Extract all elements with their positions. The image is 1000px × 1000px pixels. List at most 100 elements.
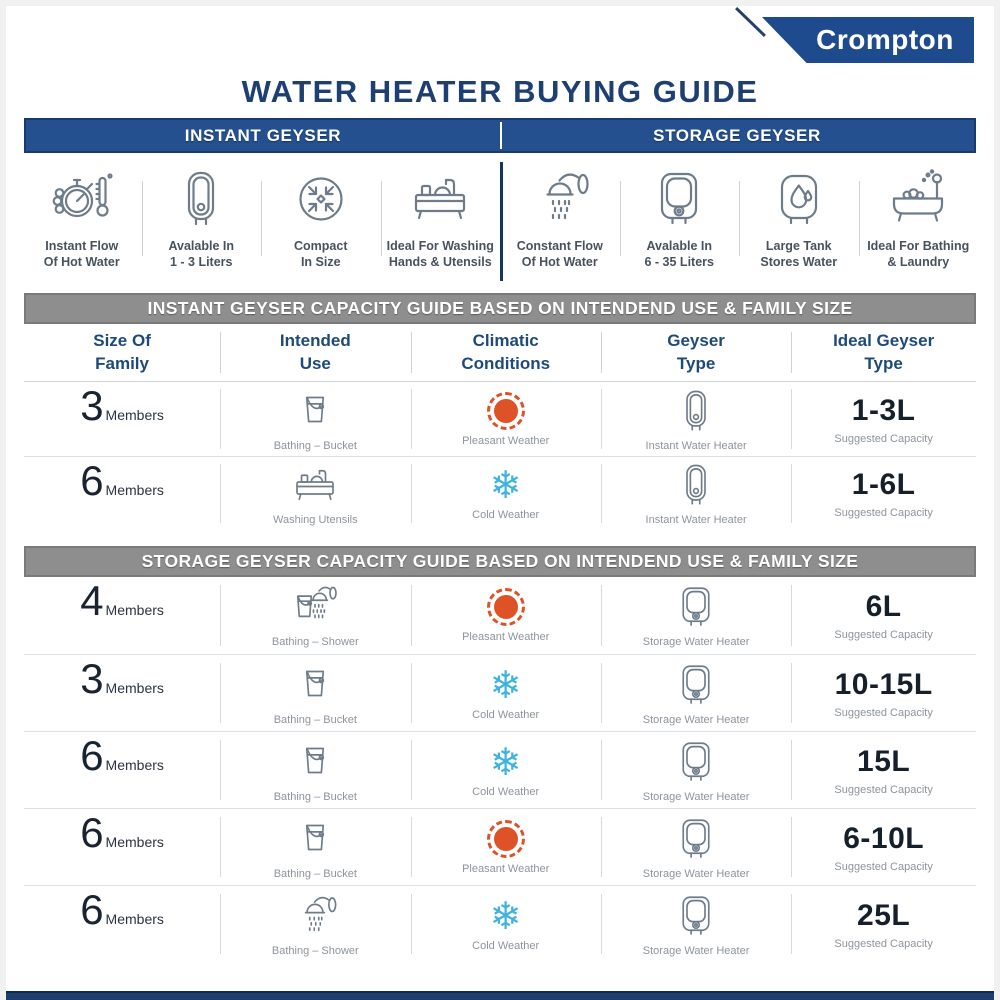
feature-large-tank: Large Tank Stores Water (739, 167, 859, 281)
family-size-cell: 6 Members (80, 732, 164, 779)
feature-washing: Ideal For Washing Hands & Utensils (380, 167, 501, 281)
page-title: WATER HEATER BUYING GUIDE (241, 74, 759, 109)
feature-instant-flow: Instant Flow Of Hot Water (22, 167, 142, 281)
bathtub-icon (883, 167, 953, 231)
instant-heater-icon (671, 461, 721, 509)
storage-table-banner: STORAGE GEYSER CAPACITY GUIDE BASED ON I… (24, 546, 976, 577)
feature-caption: Compact In Size (294, 239, 348, 270)
instant-heater-icon (671, 387, 721, 435)
storage-heater-icon (671, 583, 721, 631)
climate-cell: Cold Weather (410, 457, 601, 530)
geyser-type-cell: Storage Water Heater (600, 732, 791, 808)
climate-cell: Cold Weather (410, 732, 601, 808)
instant-table-banner: INSTANT GEYSER CAPACITY GUIDE BASED ON I… (24, 293, 976, 324)
shower-head-icon (290, 892, 340, 940)
bucket-icon (290, 738, 340, 786)
storage-heater-icon (671, 661, 721, 709)
capacity-cell: 6-10L Suggested Capacity (791, 809, 976, 885)
feature-caption: Avalable In 1 - 3 Liters (168, 239, 235, 270)
feature-caption: Ideal For Bathing & Laundry (867, 239, 970, 270)
shower-head-icon (525, 167, 595, 231)
sun-icon (486, 819, 525, 858)
storage-heater-icon (671, 892, 721, 940)
geyser-type-cell: Instant Water Heater (600, 382, 791, 456)
snowflake-icon (487, 666, 525, 704)
capacity-cell: 15L Suggested Capacity (791, 732, 976, 808)
feature-instant-capacity: Avalable In 1 - 3 Liters (141, 167, 262, 281)
table-row: 3 Members Bathing – Bucket Pleasant Weath… (24, 382, 976, 456)
water-tank-icon (764, 167, 834, 231)
washbasin-icon (290, 461, 340, 509)
header: Crompton WATER HEATER BUYING GUIDE (20, 6, 980, 118)
bucket-icon (290, 815, 340, 863)
storage-table-body: 4 Members Bathing – Shower Pleasant Weath… (20, 577, 980, 962)
logo-tail-line (735, 7, 766, 37)
feature-caption: Instant Flow Of Hot Water (43, 239, 120, 270)
column-header-ideal-geyser-type: Ideal Geyser Type (791, 324, 976, 381)
feature-bathing-laundry: Ideal For Bathing & Laundry (858, 167, 979, 281)
feature-caption: Ideal For Washing Hands & Utensils (386, 239, 494, 270)
intended-use-cell: Washing Utensils (220, 457, 410, 530)
washbasin-icon (405, 167, 475, 231)
geyser-type-cell: Storage Water Heater (600, 809, 791, 885)
column-header-family-size: Size Of Family (93, 330, 151, 373)
feature-caption: Constant Flow Of Hot Water (516, 239, 603, 270)
storage-heater-icon (671, 815, 721, 863)
bottom-accent-bar (6, 991, 994, 1000)
intended-use-cell: Bathing – Shower (220, 577, 410, 654)
geyser-type-cell: Storage Water Heater (600, 577, 791, 654)
climate-cell: Cold Weather (410, 886, 601, 962)
bucket-icon (290, 661, 340, 709)
column-header-climatic-conditions: Climatic Conditions (410, 324, 601, 381)
capacity-cell: 1-6L Suggested Capacity (791, 457, 976, 530)
instant-table-body: 3 Members Bathing – Bucket Pleasant Weath… (20, 382, 980, 530)
compact-arrows-icon (286, 167, 356, 231)
bucket-shower-icon (290, 583, 340, 631)
capacity-cell: 25L Suggested Capacity (791, 886, 976, 962)
snowflake-icon (487, 897, 525, 935)
sun-icon (486, 588, 525, 626)
intended-use-cell: Bathing – Bucket (220, 809, 410, 885)
family-size-cell: 4 Members (80, 577, 164, 624)
category-banner: INSTANT GEYSER STORAGE GEYSER (24, 118, 976, 153)
feature-storage-capacity: Avalable In 6 - 35 Liters (619, 167, 740, 281)
climate-cell: Cold Weather (410, 655, 601, 731)
intended-use-cell: Bathing – Shower (220, 886, 410, 962)
climate-cell: Pleasant Weather (410, 577, 601, 654)
bucket-icon (290, 387, 340, 435)
column-header-geyser-type: Geyser Type (600, 324, 791, 381)
instant-heater-icon (166, 167, 236, 231)
feature-compact-size: Compact In Size (261, 167, 381, 281)
intended-use-cell: Bathing – Bucket (220, 655, 410, 731)
feature-caption: Avalable In 6 - 35 Liters (644, 239, 714, 270)
sun-icon (486, 391, 525, 430)
table-row: 6 Members Bathing – Bucket Pleasant Weath… (24, 808, 976, 885)
climate-cell: Pleasant Weather (410, 382, 601, 456)
instant-geyser-heading: INSTANT GEYSER (184, 125, 342, 145)
storage-heater-icon (671, 738, 721, 786)
column-header-intended-use: Intended Use (220, 324, 410, 381)
geyser-type-cell: Instant Water Heater (600, 457, 791, 530)
snowflake-icon (487, 743, 525, 781)
capacity-cell: 10-15L Suggested Capacity (791, 655, 976, 731)
brand-logo-text: Crompton (816, 24, 954, 55)
storage-heater-icon (644, 167, 714, 231)
snowflake-icon (487, 466, 525, 504)
brand-logo: Crompton (762, 17, 974, 63)
climate-cell: Pleasant Weather (410, 809, 601, 885)
feature-row: Instant Flow Of Hot Water Avalable In 1 - … (20, 153, 980, 287)
intended-use-cell: Bathing – Bucket (220, 732, 410, 808)
family-size-cell: 3 Members (80, 655, 164, 702)
capacity-cell: 6L Suggested Capacity (791, 577, 976, 654)
stopwatch-thermometer-icon (47, 167, 117, 231)
capacity-cell: 1-3L Suggested Capacity (791, 382, 976, 456)
intended-use-cell: Bathing – Bucket (220, 382, 410, 456)
family-size-cell: 6 Members (80, 886, 164, 933)
geyser-type-cell: Storage Water Heater (600, 655, 791, 731)
geyser-type-cell: Storage Water Heater (600, 886, 791, 962)
